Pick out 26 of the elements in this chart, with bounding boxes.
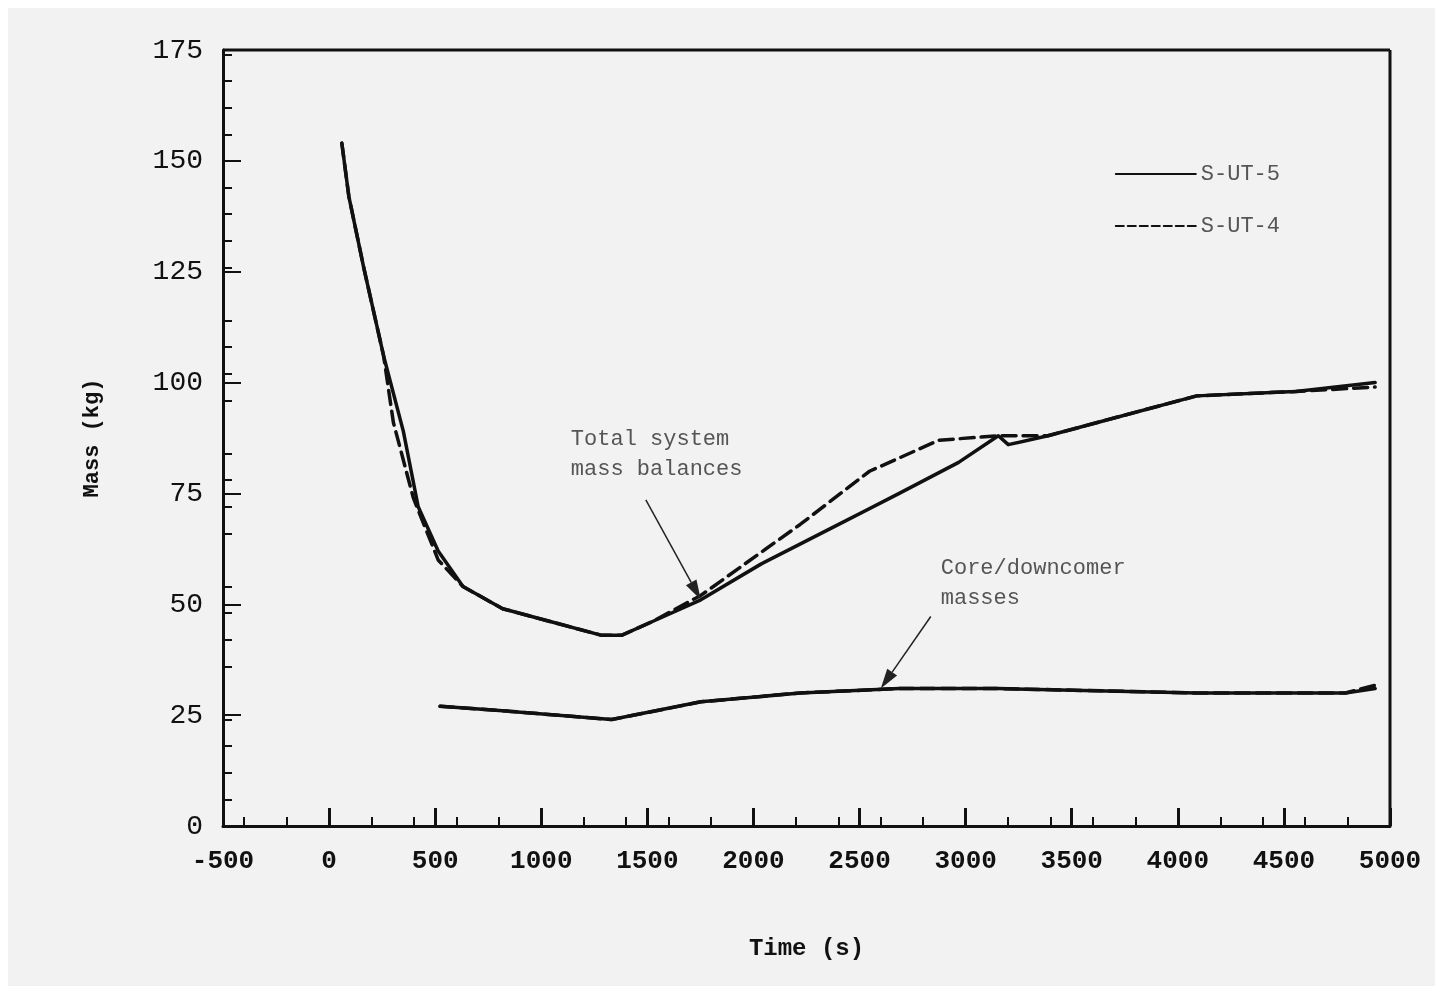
y-axis-title: Mass (kg) (79, 378, 105, 498)
legend-label: S-UT-5 (1200, 161, 1281, 187)
x-tick-label: 5000 (1358, 846, 1422, 876)
legend-label: S-UT-4 (1200, 213, 1281, 239)
x-tick-label: 3000 (934, 846, 997, 876)
y-tick-label: 50 (169, 588, 203, 620)
y-tick-label: 75 (169, 477, 203, 509)
x-axis-title: Time (s) (748, 934, 865, 962)
y-tick-label: 125 (152, 256, 203, 288)
x-tick-label: 1000 (510, 846, 573, 876)
annotation: Total system mass balances (570, 427, 743, 483)
y-tick-label: 100 (152, 367, 203, 399)
x-tick-label: 2000 (722, 846, 785, 876)
y-tick-label: 150 (152, 145, 203, 177)
x-tick-label: 500 (411, 846, 459, 876)
annotation: Core/downcomer masses (940, 556, 1126, 612)
x-tick-label: 4500 (1252, 846, 1316, 876)
y-tick-label: 0 (186, 810, 203, 842)
x-tick-label: 1500 (616, 846, 679, 876)
y-tick-label: 25 (169, 699, 203, 731)
x-tick-label: 3500 (1040, 846, 1103, 876)
x-tick-label: 4000 (1146, 846, 1210, 876)
y-tick-label: 175 (152, 34, 203, 66)
x-tick-label: 2500 (828, 846, 891, 876)
x-tick-label: 0 (321, 846, 337, 876)
x-tick-label: -500 (191, 846, 255, 876)
